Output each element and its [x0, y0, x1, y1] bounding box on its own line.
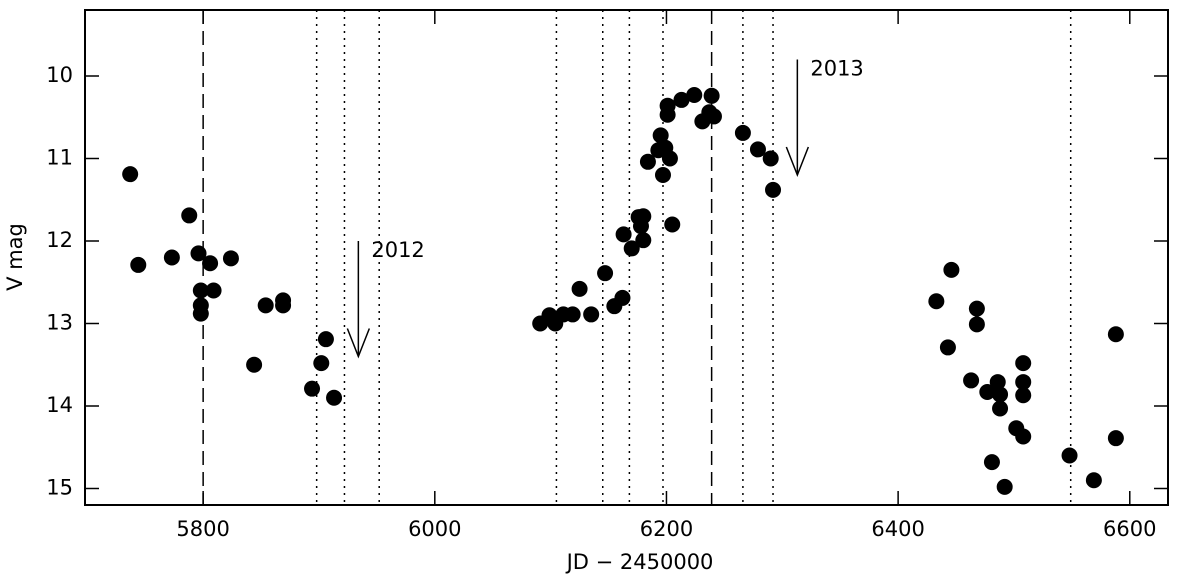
- data-point: [615, 226, 632, 243]
- data-point: [202, 255, 219, 272]
- data-point: [181, 207, 198, 224]
- annotation: 2013: [810, 57, 863, 81]
- data-point: [583, 306, 600, 323]
- data-point: [963, 372, 980, 389]
- data-point: [639, 153, 656, 170]
- data-point: [163, 249, 180, 266]
- data-point: [1015, 374, 1032, 391]
- data-point: [659, 97, 676, 114]
- data-point: [968, 300, 985, 317]
- data-point: [968, 316, 985, 333]
- data-point: [304, 380, 321, 397]
- data-point: [1107, 430, 1124, 447]
- y-tick-label: 12: [46, 228, 73, 252]
- data-point: [222, 250, 239, 267]
- data-point: [571, 280, 588, 297]
- data-point: [992, 400, 1009, 417]
- data-point: [317, 331, 334, 348]
- data-point: [1015, 428, 1032, 445]
- data-point: [765, 181, 782, 198]
- data-point: [564, 306, 581, 323]
- y-tick-label: 13: [46, 311, 73, 335]
- x-tick-label: 6200: [640, 517, 693, 541]
- data-point: [632, 218, 649, 235]
- data-point: [939, 339, 956, 356]
- x-tick-label: 6600: [1103, 517, 1156, 541]
- data-point: [623, 240, 640, 257]
- y-tick-label: 11: [46, 146, 73, 170]
- x-axis-label: JD − 2450000: [565, 550, 714, 574]
- data-point: [928, 293, 945, 310]
- data-point: [614, 289, 631, 306]
- data-point: [661, 150, 678, 167]
- data-point: [749, 141, 766, 158]
- data-point: [983, 454, 1000, 471]
- data-point: [705, 108, 722, 125]
- data-point: [1061, 447, 1078, 464]
- arrow-head: [785, 146, 810, 178]
- data-point: [1085, 472, 1102, 489]
- data-point: [1015, 355, 1032, 372]
- data-point: [943, 261, 960, 278]
- x-tick-label: 6000: [408, 517, 461, 541]
- y-tick-label: 14: [46, 393, 73, 417]
- plot-frame: [84, 9, 1169, 506]
- arrow-head: [346, 328, 371, 359]
- data-point: [979, 383, 996, 400]
- data-point: [652, 127, 669, 144]
- data-point: [664, 216, 681, 233]
- data-point: [246, 356, 263, 373]
- data-point: [762, 150, 779, 167]
- data-point: [192, 305, 209, 322]
- data-point: [326, 389, 343, 406]
- data-point: [257, 297, 274, 314]
- data-point: [635, 232, 652, 249]
- data-point: [205, 282, 222, 299]
- data-point: [313, 355, 330, 372]
- y-axis-label: V mag: [3, 223, 27, 291]
- data-point: [673, 91, 690, 108]
- y-tick-label: 15: [46, 476, 73, 500]
- data-point: [996, 478, 1013, 495]
- data-point: [1107, 326, 1124, 343]
- annotation: 2012: [371, 238, 424, 262]
- data-point: [190, 245, 207, 262]
- data-point: [275, 292, 292, 309]
- data-point: [703, 87, 720, 104]
- data-point: [122, 166, 139, 183]
- x-tick-label: 6400: [871, 517, 924, 541]
- data-point: [1015, 387, 1032, 404]
- data-point: [989, 374, 1006, 391]
- x-tick-label: 5800: [176, 517, 229, 541]
- data-point: [192, 282, 209, 299]
- data-point: [686, 86, 703, 103]
- data-point: [130, 256, 147, 273]
- y-tick-label: 10: [46, 63, 73, 87]
- data-point: [992, 386, 1009, 403]
- data-point: [734, 124, 751, 141]
- data-point: [597, 265, 614, 282]
- data-point: [654, 167, 671, 183]
